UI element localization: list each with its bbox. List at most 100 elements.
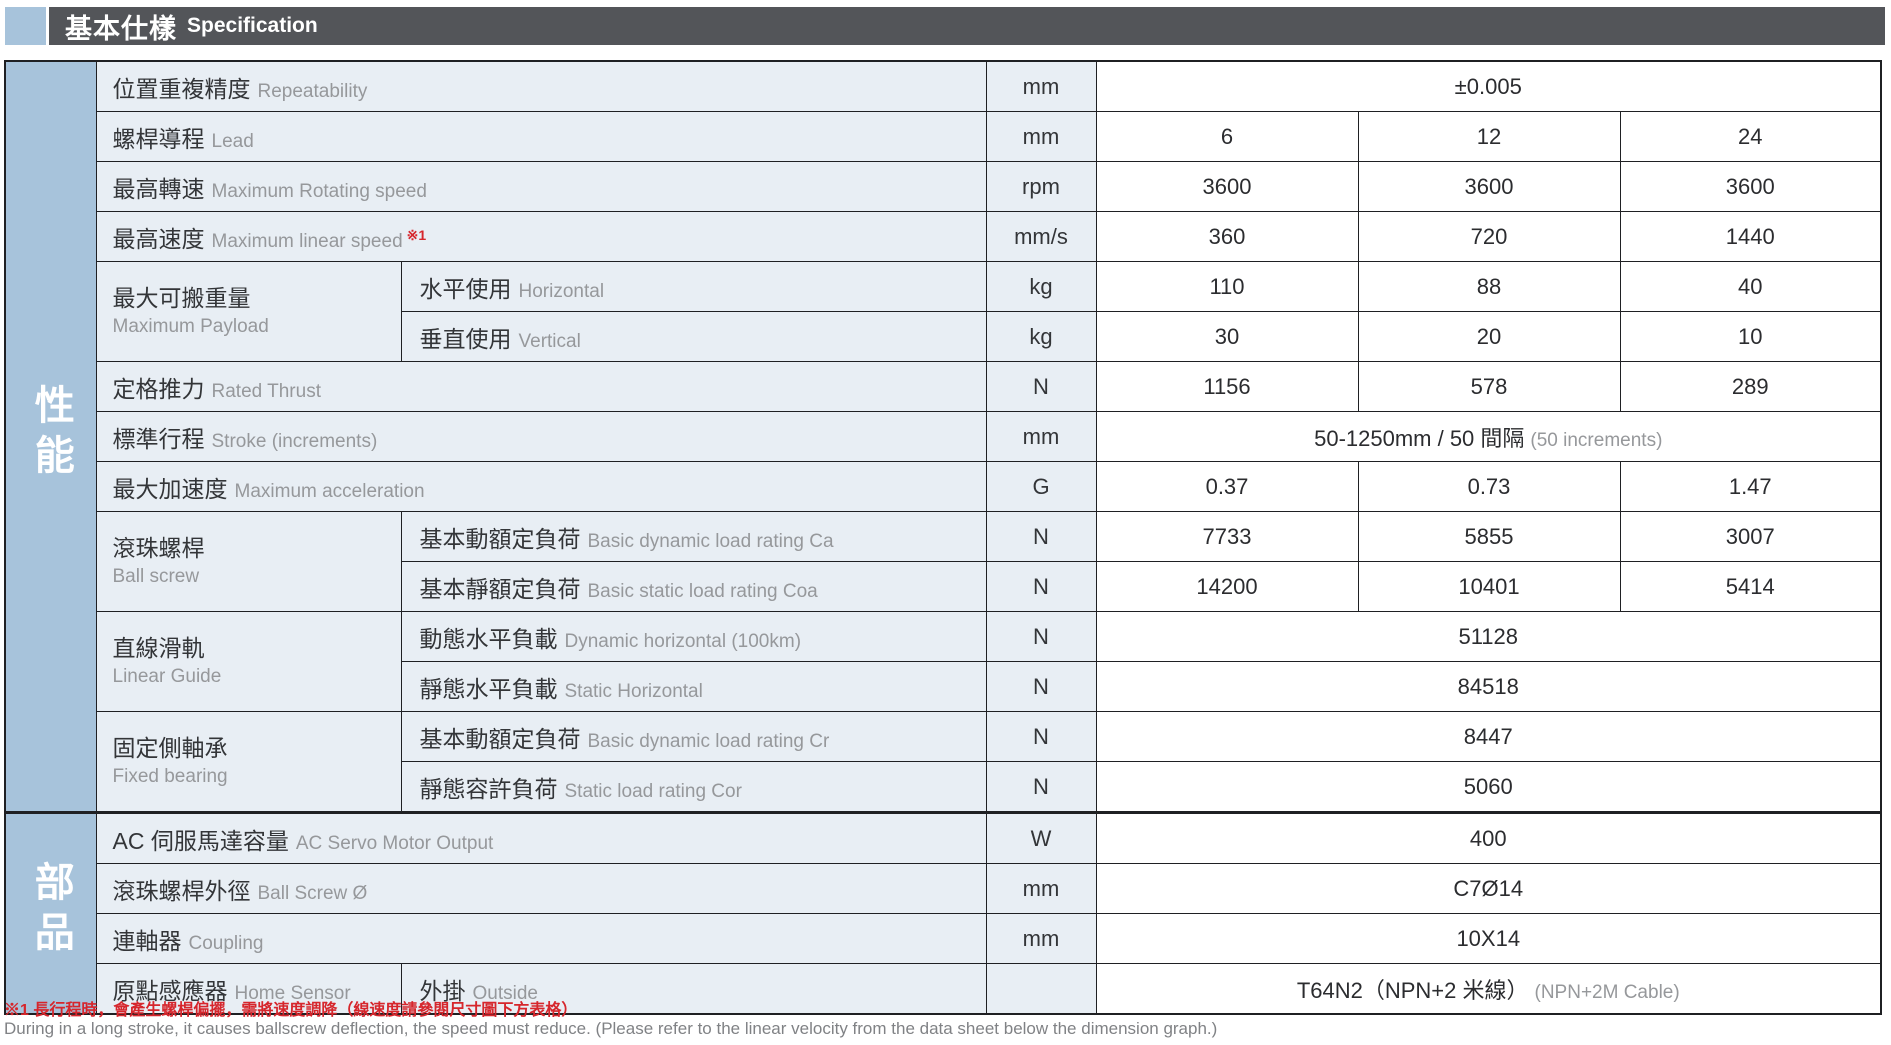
label-home-sensor: 原點感應器 Home Sensor: [95, 963, 402, 1015]
unit-cell: N: [985, 761, 1097, 813]
header-accent-square: [5, 7, 46, 45]
unit-cell: N: [985, 611, 1097, 662]
value-cell: 30: [1095, 311, 1359, 362]
table-row: 最高速度 Maximum linear speed ※1 mm/s 360 720 …: [5, 211, 1882, 262]
value-cell: 8447: [1095, 711, 1882, 762]
unit-cell: rpm: [985, 161, 1097, 212]
value-cell: 110: [1095, 261, 1359, 312]
table-row: 最高轉速 Maximum Rotating speed rpm 3600 3600…: [5, 161, 1882, 212]
unit-cell: mm/s: [985, 211, 1097, 262]
unit-cell: N: [985, 511, 1097, 562]
value-cell: 1.47: [1619, 461, 1882, 512]
value-cell: 3600: [1619, 161, 1882, 212]
value-cell: 88: [1357, 261, 1621, 312]
value-cell: 3600: [1095, 161, 1359, 212]
unit-cell: kg: [985, 261, 1097, 312]
table-row: 垂直使用 Vertical kg 30 20 10: [5, 311, 1882, 362]
label-guide-dynamic: 動態水平負載 Dynamic horizontal (100km): [400, 611, 987, 662]
label-payload-vertical: 垂直使用 Vertical: [400, 311, 987, 362]
label-lead: 螺桿導程 Lead: [95, 111, 987, 162]
label-coupling: 連軸器 Coupling: [95, 913, 987, 964]
label-ballscrew-dynamic: 基本動額定負荷 Basic dynamic load rating Ca: [400, 511, 987, 562]
table-row: 原點感應器 Home Sensor 外掛 Outside T64N2（NPN+2 米…: [5, 963, 1882, 1015]
page-title-zh: 基本仕樣: [65, 13, 177, 44]
section-header-bar: 基本仕樣 Specification: [5, 7, 1885, 45]
table-row: 性能 位置重複精度 Repeatability mm ±0.005: [4, 60, 1882, 813]
value-cell: 3007: [1619, 511, 1882, 562]
value-cell: 14200: [1095, 561, 1359, 612]
value-cell: 50-1250mm / 50 間隔 (50 increments): [1095, 411, 1882, 462]
table-row: 部品 AC 伺服馬達容量 AC Servo Motor Output W 400: [4, 811, 1882, 1015]
label-linear-guide: 直線滑軌 Linear Guide: [95, 611, 402, 712]
footnote-zh: ※1 長行程時，會產生螺桿偏擺，需將速度調降（線速度請參閱尺寸圖下方表格）: [4, 1002, 578, 1019]
unit-cell: N: [985, 361, 1097, 412]
label-payload-horizontal: 水平使用 Horizontal: [400, 261, 987, 312]
section-label-parts: 部品: [4, 811, 97, 1015]
header-title-bar: 基本仕樣 Specification: [49, 7, 1885, 45]
table-row: 滾珠螺桿 Ball screw 基本動額定負荷 Basic dynamic load…: [5, 511, 1882, 612]
unit-cell: N: [985, 711, 1097, 762]
value-cell: 12: [1357, 111, 1621, 162]
table-row: 基本靜額定負荷 Basic static load rating Coa N 14…: [5, 561, 1882, 612]
value-cell: 1440: [1619, 211, 1882, 262]
label-ballscrew-static: 基本靜額定負荷 Basic static load rating Coa: [400, 561, 987, 612]
table-row: 標準行程 Stroke (increments) mm 50-1250mm / 5…: [5, 411, 1882, 462]
label-max-payload: 最大可搬重量 Maximum Payload: [95, 261, 402, 362]
value-cell: 3600: [1357, 161, 1621, 212]
table-row: 螺桿導程 Lead mm 6 12 24: [5, 111, 1882, 162]
table-row: 靜態容許負荷 Static load rating Cor N 5060: [5, 761, 1882, 813]
table-row: 連軸器 Coupling mm 10X14: [5, 913, 1882, 964]
label-fixed-bearing: 固定側軸承 Fixed bearing: [95, 711, 402, 813]
unit-cell: kg: [985, 311, 1097, 362]
label-max-rotating-speed: 最高轉速 Maximum Rotating speed: [95, 161, 987, 212]
value-cell: ±0.005: [1095, 60, 1882, 112]
unit-cell: W: [985, 811, 1097, 864]
table-row: 靜態水平負載 Static Horizontal N 84518: [5, 661, 1882, 712]
value-cell: 10: [1619, 311, 1882, 362]
label-max-acceleration: 最大加速度 Maximum acceleration: [95, 461, 987, 512]
value-cell: C7Ø14: [1095, 863, 1882, 914]
unit-cell: mm: [985, 913, 1097, 964]
unit-cell: [985, 963, 1097, 1015]
label-guide-static: 靜態水平負載 Static Horizontal: [400, 661, 987, 712]
value-cell: 5060: [1095, 761, 1882, 813]
table-row: 固定側軸承 Fixed bearing 基本動額定負荷 Basic dynamic …: [5, 711, 1882, 813]
footnote-marker: ※1: [406, 227, 427, 244]
value-cell: 24: [1619, 111, 1882, 162]
unit-cell: N: [985, 661, 1097, 712]
specification-table: 性能 位置重複精度 Repeatability mm ±0.005 螺桿導程 Lea…: [4, 60, 1882, 1015]
value-cell: 6: [1095, 111, 1359, 162]
label-stroke: 標準行程 Stroke (increments): [95, 411, 987, 462]
label-max-linear-speed: 最高速度 Maximum linear speed ※1: [95, 211, 987, 262]
table-row: 最大可搬重量 Maximum Payload 水平使用 Horizontal kg …: [5, 261, 1882, 362]
value-cell: 5855: [1357, 511, 1621, 562]
value-cell: 720: [1357, 211, 1621, 262]
section-label-performance: 性能: [4, 60, 97, 813]
unit-cell: mm: [985, 111, 1097, 162]
table-row: 滾珠螺桿外徑 Ball Screw Ø mm C7Ø14: [5, 863, 1882, 914]
label-repeatability: 位置重複精度 Repeatability: [95, 60, 987, 112]
page-title-en: Specification: [187, 14, 318, 37]
value-cell: 40: [1619, 261, 1882, 312]
label-rated-thrust: 定格推力 Rated Thrust: [95, 361, 987, 412]
label-home-sensor-outside: 外掛 Outside: [400, 963, 987, 1015]
label-ballscrew-od: 滾珠螺桿外徑 Ball Screw Ø: [95, 863, 987, 914]
unit-cell: mm: [985, 411, 1097, 462]
value-cell: 10X14: [1095, 913, 1882, 964]
unit-cell: N: [985, 561, 1097, 612]
value-cell: 289: [1619, 361, 1882, 412]
table-row: 最大加速度 Maximum acceleration G 0.37 0.73 1.…: [5, 461, 1882, 512]
footnote-en: During in a long stroke, it causes balls…: [4, 1019, 1218, 1038]
label-servo-output: AC 伺服馬達容量 AC Servo Motor Output: [95, 811, 987, 864]
unit-cell: G: [985, 461, 1097, 512]
value-cell: 0.37: [1095, 461, 1359, 512]
table-row: 直線滑軌 Linear Guide 動態水平負載 Dynamic horizonta…: [5, 611, 1882, 712]
value-cell: 0.73: [1357, 461, 1621, 512]
unit-cell: mm: [985, 60, 1097, 112]
label-bearing-static: 靜態容許負荷 Static load rating Cor: [400, 761, 987, 813]
table-row: 定格推力 Rated Thrust N 1156 578 289: [5, 361, 1882, 412]
value-cell: 1156: [1095, 361, 1359, 412]
value-cell: 5414: [1619, 561, 1882, 612]
label-bearing-dynamic: 基本動額定負荷 Basic dynamic load rating Cr: [400, 711, 987, 762]
value-cell: 360: [1095, 211, 1359, 262]
